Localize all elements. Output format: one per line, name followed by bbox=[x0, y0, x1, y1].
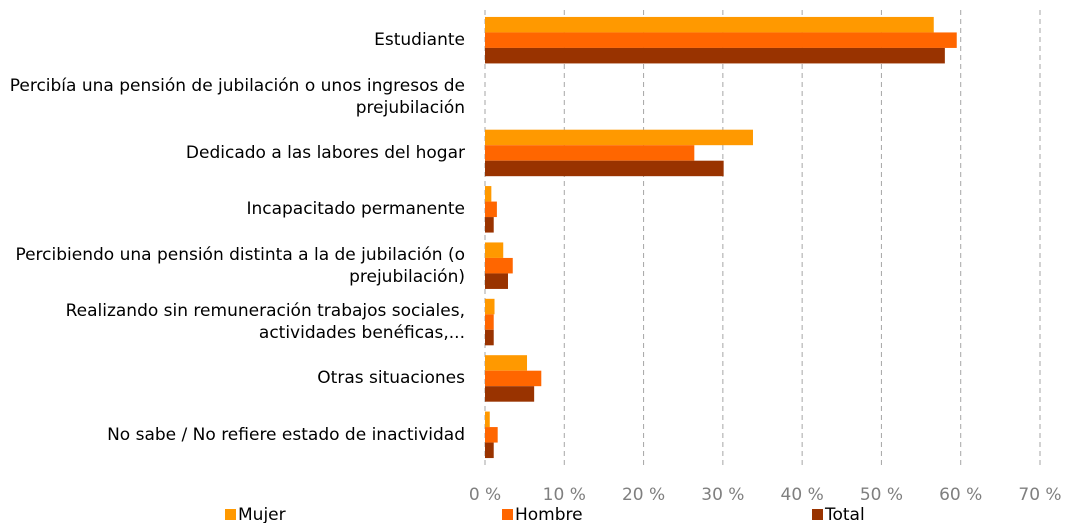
legend-swatch bbox=[812, 509, 823, 520]
legend-label: Hombre bbox=[515, 505, 583, 523]
bar bbox=[485, 257, 513, 274]
category-label: Otras situaciones bbox=[317, 368, 465, 389]
bar bbox=[485, 298, 495, 315]
bar bbox=[485, 314, 494, 330]
x-tick-label: 30 % bbox=[701, 485, 744, 505]
legend-label: Mujer bbox=[238, 505, 286, 523]
bar bbox=[485, 427, 498, 443]
x-tick-label: 0 % bbox=[469, 485, 501, 505]
x-tick-label: 60 % bbox=[939, 485, 982, 505]
bar bbox=[485, 242, 504, 258]
bar bbox=[485, 217, 494, 233]
legend-swatch bbox=[225, 509, 236, 520]
category-label: Incapacitado permanente bbox=[246, 199, 465, 220]
bar bbox=[485, 129, 753, 146]
category-label: Dedicado a las labores del hogar bbox=[185, 142, 465, 163]
bar bbox=[485, 32, 957, 48]
bar bbox=[485, 47, 945, 64]
bar bbox=[485, 145, 695, 161]
bar bbox=[485, 370, 542, 387]
category-label: Percibiendo una pensión distinta a la de… bbox=[15, 244, 465, 287]
bar bbox=[485, 411, 490, 428]
category-label: Percibía una pensión de jubilación o uno… bbox=[9, 75, 465, 118]
bar bbox=[485, 160, 724, 177]
x-tick-label: 20 % bbox=[622, 485, 665, 505]
legend-swatch bbox=[502, 509, 513, 520]
category-label: Realizando sin remuneración trabajos soc… bbox=[65, 301, 465, 344]
x-tick-label: 50 % bbox=[860, 485, 903, 505]
bar bbox=[485, 273, 508, 289]
x-tick-label: 10 % bbox=[543, 485, 586, 505]
bar bbox=[485, 16, 934, 33]
x-tick-label: 70 % bbox=[1018, 485, 1061, 505]
x-tick-label: 40 % bbox=[781, 485, 824, 505]
bar bbox=[485, 355, 528, 371]
legend-label: Total bbox=[824, 505, 865, 523]
bar bbox=[485, 386, 535, 402]
bar bbox=[485, 186, 492, 202]
category-label: Estudiante bbox=[374, 30, 465, 51]
bar bbox=[485, 329, 494, 346]
category-label: No sabe / No refiere estado de inactivid… bbox=[107, 424, 465, 445]
bar bbox=[485, 201, 497, 218]
bar bbox=[485, 442, 494, 459]
